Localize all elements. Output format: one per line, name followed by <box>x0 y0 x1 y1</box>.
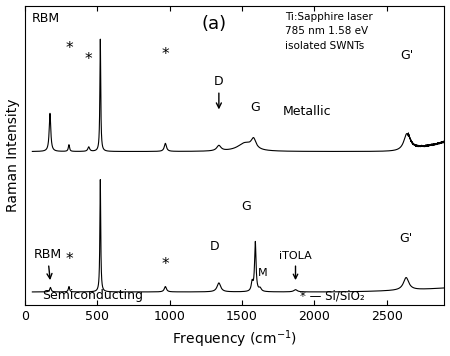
Text: *: * <box>65 41 73 56</box>
Text: *: * <box>85 52 93 67</box>
Text: (a): (a) <box>201 15 226 32</box>
Text: *: * <box>162 257 169 272</box>
Text: Semiconducting: Semiconducting <box>42 289 144 302</box>
Text: *: * <box>162 47 169 62</box>
Text: * — Si/SiO₂: * — Si/SiO₂ <box>300 289 364 302</box>
Text: M: M <box>257 268 267 278</box>
Text: D: D <box>210 240 219 253</box>
Text: RBM: RBM <box>32 12 60 25</box>
Text: G: G <box>241 200 251 213</box>
Text: G: G <box>251 101 261 115</box>
Y-axis label: Raman Intensity: Raman Intensity <box>5 99 19 212</box>
Text: D: D <box>214 74 224 108</box>
Text: G': G' <box>400 232 413 245</box>
Text: RBM: RBM <box>33 247 62 279</box>
Text: G': G' <box>400 49 414 62</box>
X-axis label: Frequency (cm$^{-1}$): Frequency (cm$^{-1}$) <box>172 329 297 350</box>
Text: iTOLA: iTOLA <box>279 251 312 279</box>
Text: Ti:Sapphire laser
785 nm 1.58 eV
isolated SWNTs: Ti:Sapphire laser 785 nm 1.58 eV isolate… <box>285 11 373 51</box>
Text: Metallic: Metallic <box>283 105 331 118</box>
Text: *: * <box>65 252 73 267</box>
